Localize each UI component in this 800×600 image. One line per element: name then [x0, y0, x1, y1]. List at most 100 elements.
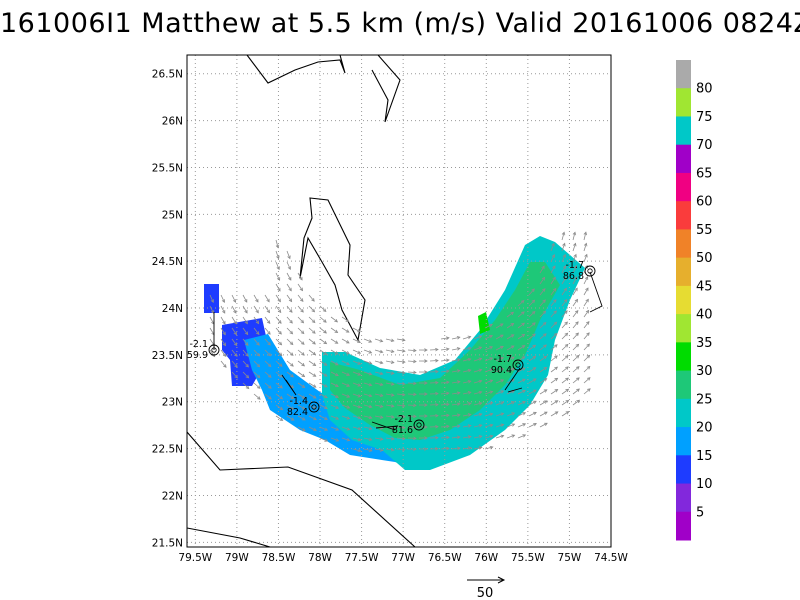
wind-vector-head	[335, 438, 340, 442]
colorbar-label: 25	[696, 392, 713, 407]
center-fix-marker-inner	[211, 347, 217, 353]
wind-vector	[561, 355, 569, 362]
wind-vector-head	[413, 403, 417, 408]
wind-vector-head	[300, 330, 305, 335]
wind-vector-head	[335, 394, 340, 398]
wind-vector	[561, 243, 566, 252]
wind-vector	[495, 424, 504, 428]
wind-vector-head	[544, 422, 548, 426]
wind-vector	[407, 349, 417, 352]
wind-vector-head	[379, 382, 384, 387]
wind-vector-head	[346, 383, 351, 387]
wind-vector	[473, 413, 482, 417]
wind-vector	[550, 243, 555, 252]
wind-vector-head	[521, 345, 526, 349]
wind-vector	[396, 360, 405, 363]
lat-tick-label: 26N	[162, 116, 183, 128]
wind-vector	[330, 349, 339, 355]
colorbar-label: 65	[696, 166, 713, 181]
wind-vector	[330, 371, 339, 377]
lat-tick-label: 25.5N	[152, 162, 183, 174]
wind-vector-head	[401, 349, 406, 353]
wind-vector	[242, 316, 248, 324]
wind-vector	[528, 389, 537, 395]
wind-vector-head	[346, 361, 350, 366]
wind-vector-head	[312, 373, 317, 377]
wind-vector-head	[424, 359, 428, 363]
wind-vector-head	[312, 362, 317, 367]
wind-vector	[539, 310, 546, 318]
wind-vector	[341, 437, 350, 441]
wind-vector-head	[585, 287, 589, 292]
wind-vector-head	[510, 311, 515, 316]
wind-vector	[561, 388, 569, 395]
wind-vector	[473, 402, 482, 406]
wind-vector-head	[500, 357, 504, 361]
wind-vector	[319, 305, 327, 312]
wind-vector	[583, 388, 591, 395]
colorbar-swatch	[676, 398, 691, 428]
wind-vector	[374, 360, 383, 364]
colorbar-label: 45	[696, 279, 713, 294]
wind-vector	[352, 349, 361, 354]
wind-vector-head	[335, 372, 339, 377]
wind-vector	[297, 360, 305, 367]
wind-vector-head	[446, 446, 450, 451]
center-fix-marker-inner	[311, 404, 317, 410]
colorbar-label: 30	[696, 364, 713, 379]
wind-vector-head	[478, 335, 483, 339]
wind-vector-head	[553, 321, 558, 326]
wind-vector	[286, 360, 294, 367]
wind-vector-head	[573, 242, 577, 247]
wind-vector-head	[456, 347, 461, 351]
wind-vector	[506, 401, 515, 406]
wind-vector	[517, 345, 525, 351]
wind-vector-head	[435, 435, 439, 440]
wind-vector-head	[586, 321, 590, 325]
colorbar-swatch	[676, 229, 691, 259]
wind-vector	[484, 324, 493, 329]
wind-vector	[506, 311, 514, 318]
wind-vector-head	[379, 404, 384, 408]
wind-vector-head	[357, 415, 362, 420]
wind-vector-head	[312, 330, 316, 334]
wind-vector-head	[435, 424, 439, 429]
wind-vector-head	[554, 411, 559, 415]
wind-vector	[473, 369, 482, 373]
wind-vector	[396, 415, 405, 418]
wind-vector-head	[256, 363, 261, 368]
lon-tick-label: 79W	[225, 552, 249, 564]
wind-vector-head	[510, 323, 515, 327]
wind-vector-head	[564, 355, 569, 359]
wind-vector	[220, 316, 226, 325]
wind-vector-head	[543, 389, 548, 393]
wind-vector-head	[500, 423, 505, 427]
wind-vector	[330, 360, 339, 366]
wind-vector	[539, 355, 547, 362]
wind-vector	[495, 368, 504, 373]
wind-vector-head	[521, 333, 526, 338]
wind-vector	[209, 327, 215, 336]
wind-vector	[440, 381, 449, 384]
wind-vector-head	[368, 415, 373, 420]
wind-vector	[484, 413, 493, 417]
wind-vector-head	[402, 447, 406, 452]
lat-tick-label: 24N	[162, 303, 183, 315]
wind-vector-head	[312, 341, 316, 345]
wind-vector	[341, 338, 350, 344]
wind-vector	[242, 327, 249, 335]
coastline-cuba-north	[187, 431, 416, 547]
wind-vector-head	[402, 392, 406, 397]
wind-vector-head	[234, 374, 238, 379]
wind-vector	[264, 338, 271, 346]
colorbar-swatch	[676, 483, 691, 513]
wind-vector-head	[255, 309, 259, 314]
wind-vector	[517, 390, 526, 395]
wind-vector-head	[413, 392, 417, 397]
flight-track	[213, 271, 603, 431]
wind-vector	[297, 338, 305, 345]
wind-vector	[572, 377, 580, 384]
wind-vector-head	[532, 389, 537, 393]
wind-vector	[308, 371, 316, 377]
